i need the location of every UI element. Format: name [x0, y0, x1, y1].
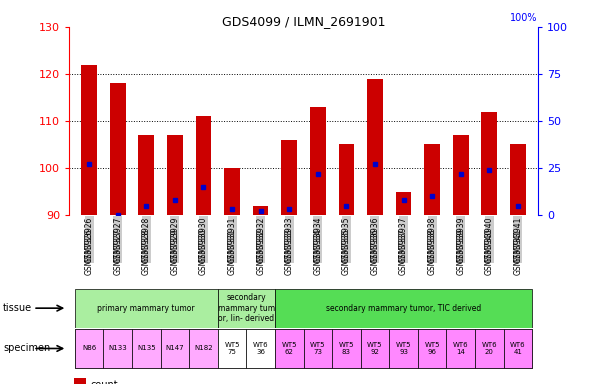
Bar: [332, 329, 361, 368]
Bar: [304, 329, 332, 368]
Text: GSM733938: GSM733938: [428, 228, 437, 275]
Text: WT5
92: WT5 92: [367, 342, 383, 355]
Bar: [361, 329, 389, 368]
Text: GSM733933: GSM733933: [285, 228, 294, 275]
Bar: [218, 329, 246, 368]
Bar: [246, 329, 275, 368]
Bar: [338, 144, 354, 215]
Text: GSM733936: GSM733936: [370, 228, 379, 275]
Text: specimen: specimen: [3, 343, 50, 354]
Bar: [447, 329, 475, 368]
Text: WT5
93: WT5 93: [396, 342, 411, 355]
Bar: [510, 144, 526, 215]
Bar: [395, 192, 412, 215]
Bar: [74, 378, 85, 384]
Bar: [504, 329, 532, 368]
Text: GSM733926: GSM733926: [85, 228, 94, 275]
Bar: [110, 83, 126, 215]
Text: GSM733941: GSM733941: [513, 228, 522, 275]
Text: tissue: tissue: [3, 303, 32, 313]
Bar: [224, 168, 240, 215]
Text: WT5
75: WT5 75: [224, 342, 240, 355]
Bar: [275, 329, 304, 368]
Text: GSM733930: GSM733930: [199, 228, 208, 275]
Bar: [481, 112, 497, 215]
Bar: [81, 65, 97, 215]
Text: GSM733929: GSM733929: [170, 228, 179, 275]
Text: GSM733931: GSM733931: [228, 228, 237, 275]
Bar: [310, 107, 326, 215]
Text: primary mammary tumor: primary mammary tumor: [97, 304, 195, 313]
Bar: [281, 140, 297, 215]
Text: GSM733940: GSM733940: [485, 228, 494, 275]
Text: 100%: 100%: [510, 13, 538, 23]
Text: N147: N147: [165, 346, 184, 351]
Text: GSM733935: GSM733935: [342, 228, 351, 275]
Bar: [218, 289, 275, 328]
Bar: [195, 116, 212, 215]
Text: WT6
14: WT6 14: [453, 342, 469, 355]
Text: N133: N133: [108, 346, 127, 351]
Text: WT5
83: WT5 83: [338, 342, 354, 355]
Text: secondary mammary tumor, TIC derived: secondary mammary tumor, TIC derived: [326, 304, 481, 313]
Bar: [103, 329, 132, 368]
Bar: [138, 135, 154, 215]
Bar: [167, 135, 183, 215]
Bar: [75, 329, 103, 368]
Text: GSM733927: GSM733927: [113, 228, 122, 275]
Bar: [453, 135, 469, 215]
Text: GSM733928: GSM733928: [142, 228, 151, 275]
Text: WT6
20: WT6 20: [481, 342, 497, 355]
Text: count: count: [90, 380, 118, 384]
Text: GSM733932: GSM733932: [256, 228, 265, 275]
Text: N86: N86: [82, 346, 96, 351]
Text: WT6
41: WT6 41: [510, 342, 526, 355]
Bar: [75, 289, 218, 328]
Text: secondary
mammary tum
or, lin- derived: secondary mammary tum or, lin- derived: [218, 293, 275, 323]
Bar: [367, 79, 383, 215]
Bar: [424, 144, 440, 215]
Bar: [275, 289, 532, 328]
Text: WT6
36: WT6 36: [253, 342, 269, 355]
Text: WT5
96: WT5 96: [424, 342, 440, 355]
Bar: [253, 206, 269, 215]
Bar: [132, 329, 160, 368]
Text: WT5
62: WT5 62: [281, 342, 297, 355]
Text: GDS4099 / ILMN_2691901: GDS4099 / ILMN_2691901: [222, 15, 385, 28]
Bar: [418, 329, 447, 368]
Text: N182: N182: [194, 346, 213, 351]
Bar: [189, 329, 218, 368]
Bar: [475, 329, 504, 368]
Text: GSM733939: GSM733939: [456, 228, 465, 275]
Bar: [389, 329, 418, 368]
Bar: [160, 329, 189, 368]
Text: N135: N135: [137, 346, 156, 351]
Text: GSM733937: GSM733937: [399, 228, 408, 275]
Text: GSM733934: GSM733934: [313, 228, 322, 275]
Text: WT5
73: WT5 73: [310, 342, 326, 355]
